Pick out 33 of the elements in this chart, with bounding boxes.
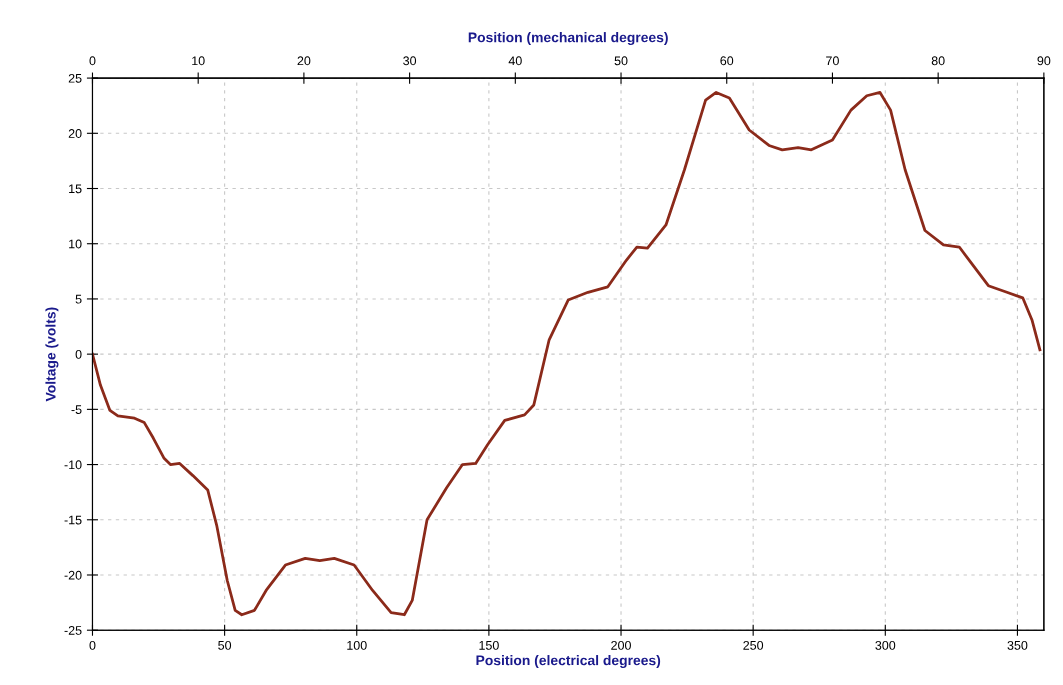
x2-tick-label: 70: [826, 56, 839, 66]
line-series: [92, 91, 1042, 617]
x2-axis-title: Position (mechanical degrees): [468, 32, 668, 46]
x-tick-label: 250: [743, 640, 764, 650]
x-tick-label: 50: [218, 640, 232, 650]
x2-tick-label: 20: [297, 56, 311, 66]
x2-tick-label: 50: [614, 56, 628, 66]
x2-tick-label: 10: [192, 56, 205, 66]
y-tick-label: 10: [69, 239, 82, 249]
x2-tick-label: 0: [89, 56, 96, 66]
x-tick-label: 100: [347, 640, 367, 650]
y-tick-label: -5: [71, 405, 82, 415]
x2-tick-label: 40: [508, 56, 522, 66]
y-tick-label: 0: [75, 349, 82, 359]
x-tick-label: 300: [875, 640, 896, 650]
x-axis-title: Position (electrical degrees): [476, 655, 661, 669]
y-tick-label: 20: [68, 129, 82, 138]
x-tick-label: 150: [479, 640, 499, 650]
x2-tick-label: 90: [1037, 56, 1051, 66]
y-axis-title: Voltage (volts): [45, 307, 59, 402]
x2-tick-label: 30: [403, 56, 417, 66]
x-tick-label: 0: [89, 640, 96, 650]
y-tick-label: -20: [64, 570, 82, 580]
y-tick-label: -25: [64, 626, 82, 635]
x-tick-label: 200: [611, 640, 631, 650]
y-tick-label: -15: [64, 515, 82, 525]
y-tick-label: 15: [69, 184, 82, 194]
x2-tick-label: 60: [720, 56, 734, 66]
y-tick-label: 5: [75, 294, 82, 304]
y-tick-label: 25: [68, 73, 82, 83]
x2-tick-label: 80: [931, 56, 945, 66]
y-tick-label: -10: [64, 460, 82, 470]
x-tick-label: 350: [1007, 640, 1028, 650]
